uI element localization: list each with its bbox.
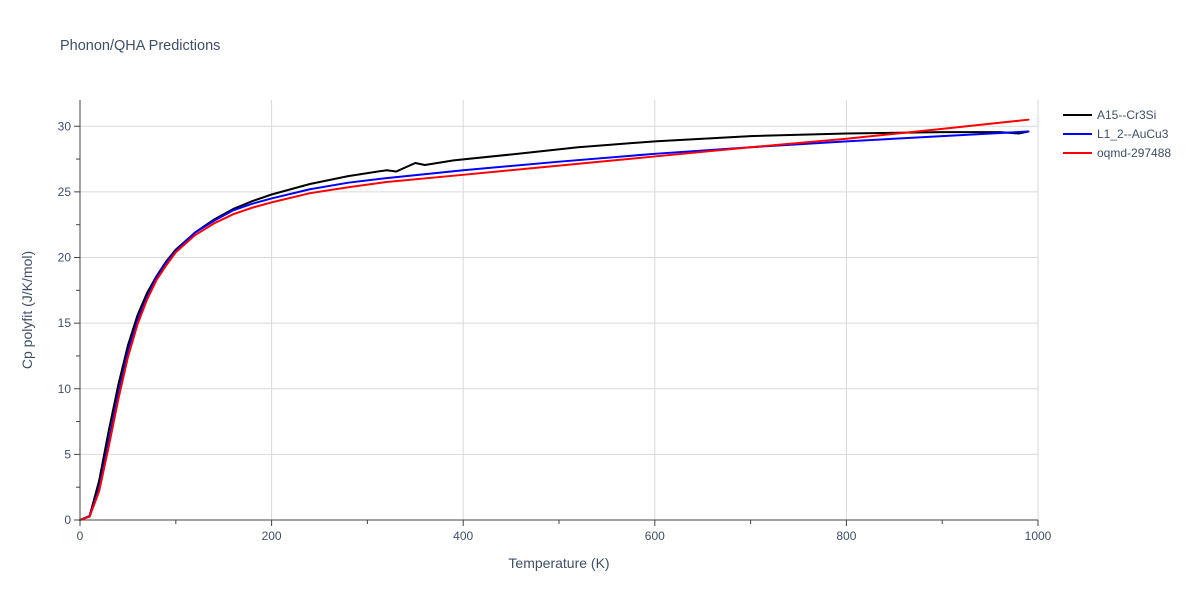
- legend-label: oqmd-297488: [1097, 146, 1171, 160]
- x-axis-title: Temperature (K): [508, 555, 609, 571]
- series-line-oqmd-297488: [79, 118, 1030, 521]
- y-tick-label: 20: [58, 251, 72, 265]
- x-tick-label: 1000: [1025, 529, 1052, 543]
- y-tick-label: 10: [58, 382, 72, 396]
- plot-series: [79, 118, 1030, 521]
- x-tick-label: 800: [836, 529, 856, 543]
- x-tick-label: 400: [453, 529, 473, 543]
- y-axis-title: Cp polyfit (J/K/mol): [19, 251, 35, 369]
- x-tick-label: 600: [645, 529, 665, 543]
- x-tick-label: 200: [262, 529, 282, 543]
- legend-label: A15--Cr3Si: [1097, 108, 1156, 122]
- y-tick-label: 15: [58, 316, 72, 330]
- series-line-l1-2-aucu3: [79, 130, 1030, 521]
- y-tick-label: 25: [58, 185, 72, 199]
- y-tick-label: 5: [64, 447, 71, 461]
- series-line-a15-cr3si: [79, 130, 1030, 521]
- x-tick-label: 0: [77, 529, 84, 543]
- legend-label: L1_2--AuCu3: [1097, 127, 1169, 141]
- legend: A15--Cr3Si L1_2--AuCu3 oqmd-297488: [1063, 108, 1171, 160]
- y-tick-label: 0: [64, 513, 71, 527]
- chart-title: Phonon/QHA Predictions: [60, 38, 220, 54]
- axes: 0 200 400 600 800 1000 0 5 10 15 20 25 30: [58, 100, 1052, 543]
- y-tick-label: 30: [58, 119, 72, 133]
- grid-lines: [80, 100, 1039, 520]
